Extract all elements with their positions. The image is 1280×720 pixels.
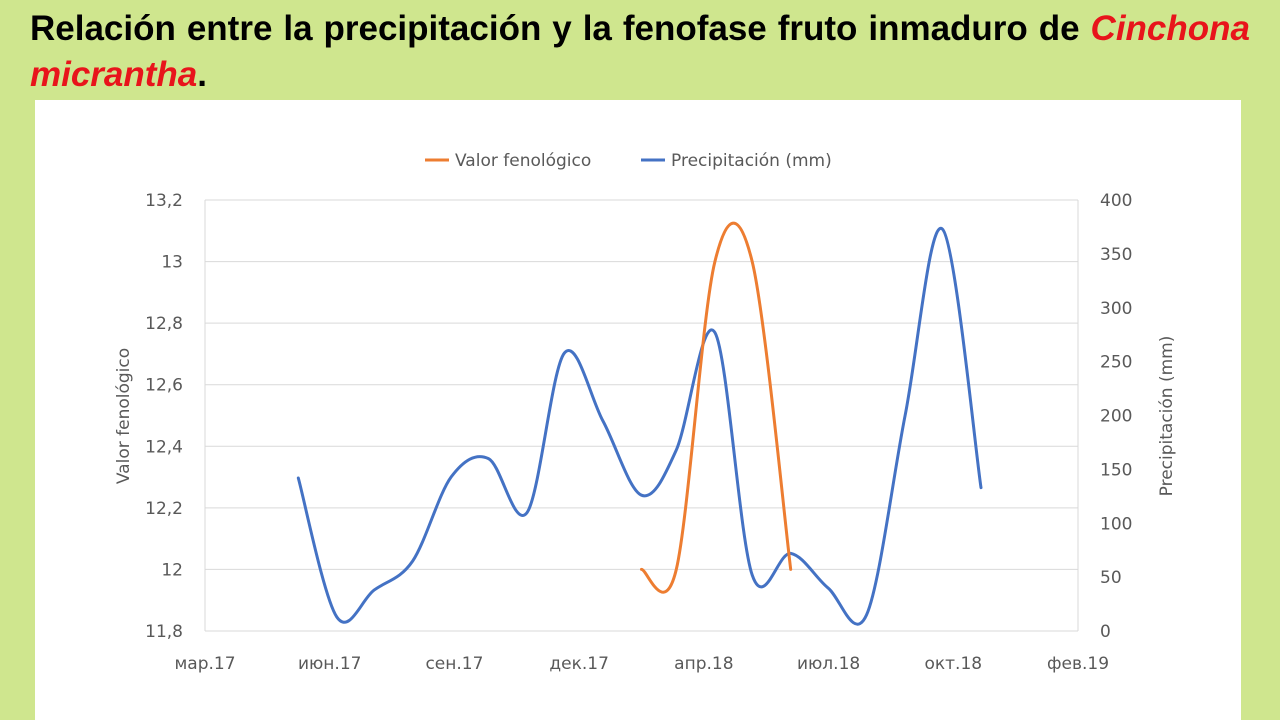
left-tick-label: 12 [161,560,183,580]
left-tick-label: 12,8 [145,314,183,334]
right-tick-label: 350 [1100,245,1132,265]
series-layer [296,221,983,626]
left-tick-label: 11,8 [145,622,183,642]
left-axis-ticks: 11,8 12 12,2 12,4 12,6 12,8 13 13,2 [145,191,183,642]
left-tick-label: 12,4 [145,437,183,457]
x-tick-label: фев.19 [1047,654,1109,674]
gridlines [205,199,1078,570]
chart-svg: Valor fenológico Precipitación (mm) 11,81… [114,151,1177,674]
right-tick-label: 150 [1100,460,1132,480]
left-tick-label: 12,6 [145,376,183,396]
right-tick-label: 50 [1100,568,1122,588]
axes [204,200,1079,632]
left-tick-label: 12,2 [145,499,183,519]
right-tick-label: 400 [1100,191,1132,211]
right-axis-ticks: 0 50 100 150 200 250 300 350 400 [1100,191,1132,642]
legend-label: Precipitación (mm) [671,151,832,171]
phenology-series-line [640,221,793,594]
right-tick-label: 0 [1100,622,1111,642]
x-tick-label: дек.17 [549,654,609,674]
title-species: Cinchona micrantha [30,9,1250,94]
x-tick-label: мар.17 [174,654,235,674]
x-tick-label: июл.18 [797,654,860,674]
chart-panel: Valor fenológico Precipitación (mm) 11,8 1… [35,100,1241,720]
x-tick-label: июн.17 [298,654,362,674]
title-text: Relación entre la precipitación y la fen… [30,9,1091,48]
right-tick-label: 200 [1100,407,1132,427]
right-axis-title: Precipitación (mm) [1157,336,1177,497]
legend-label: Valor fenológico [455,151,591,171]
x-tick-label: окт.18 [924,654,982,674]
x-axis-ticks: мар.17 июн.17 сен.17 дек.17 апр.18 июл.18 окт.… [174,654,1109,674]
title-period: . [197,55,208,94]
slide-title: Relación entre la precipitación y la fen… [30,6,1250,98]
left-tick-label: 13,2 [145,191,183,211]
right-tick-label: 100 [1100,514,1132,534]
x-tick-label: апр.18 [674,654,733,674]
right-tick-label: 250 [1100,353,1132,373]
precipitation-series-line [296,227,983,626]
left-tick-label: 13 [161,253,183,273]
legend: Valor fenológico Precipitación (mm) [425,151,832,171]
left-axis-title: Valor fenológico [114,348,134,484]
right-tick-label: 300 [1100,299,1132,319]
x-tick-label: сен.17 [425,654,483,674]
